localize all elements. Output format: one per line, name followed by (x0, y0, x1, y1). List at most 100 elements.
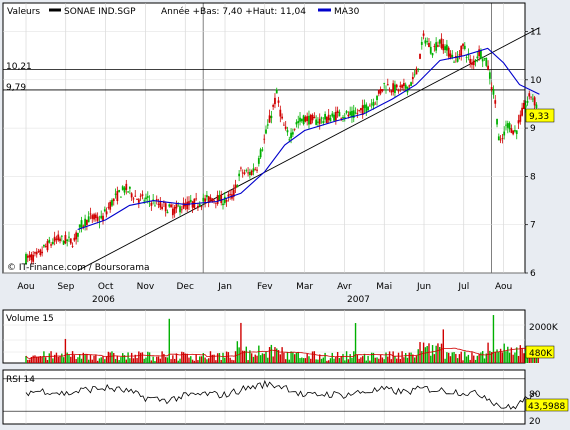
candle-body (266, 124, 269, 126)
candle-body (515, 130, 518, 135)
volume-bar (231, 359, 233, 363)
volume-bar (489, 350, 491, 363)
volume-bar (415, 355, 418, 363)
volume-bar (37, 356, 40, 363)
volume-bar (392, 351, 394, 363)
volume-bar (134, 354, 136, 363)
candle-body (438, 39, 441, 44)
volume-bar (367, 355, 369, 363)
volume-bar (317, 359, 319, 363)
volume-bar (156, 356, 158, 363)
candle-body (145, 197, 147, 200)
candle-body (44, 246, 47, 247)
candle-body (225, 200, 228, 202)
volume-bar (510, 347, 513, 363)
candle-body (351, 110, 353, 118)
level-label-upper: 10,21 (6, 62, 32, 72)
volume-bar (164, 357, 167, 363)
candle-body (46, 241, 49, 251)
candle-body (34, 252, 36, 254)
candle-body (265, 129, 267, 134)
candle-body (342, 117, 344, 119)
candle-body (143, 200, 146, 202)
candle-body (512, 130, 515, 135)
candle-body (164, 203, 167, 212)
volume-bar (505, 351, 507, 363)
x-month-label: Fev (257, 282, 273, 292)
candle-body (39, 249, 42, 255)
volume-bar (240, 322, 242, 363)
volume-bar (68, 354, 70, 363)
candle-body (200, 206, 203, 208)
volume-bar (272, 356, 274, 363)
candle-body (179, 206, 181, 213)
candle-body (403, 83, 405, 87)
volume-bar (492, 315, 495, 363)
volume-bar (77, 357, 79, 363)
price-y-tick-label: 6 (530, 269, 536, 279)
candle-body (109, 201, 112, 210)
candle-body (180, 209, 183, 211)
volume-bar (517, 355, 520, 363)
volume-bar (376, 357, 378, 363)
candle-body (55, 238, 58, 240)
candle-body (166, 211, 169, 214)
candle-body (105, 211, 108, 215)
candle-body (395, 84, 398, 88)
volume-bar (141, 352, 144, 363)
volume-bar (200, 356, 203, 363)
candle-body (431, 53, 434, 56)
volume-bar (399, 359, 402, 363)
volume-bar (322, 357, 325, 363)
candle-body (238, 173, 241, 177)
candle-body (102, 215, 104, 222)
candle-body (358, 109, 361, 111)
volume-bar (104, 359, 106, 363)
candle-body (505, 124, 507, 126)
volume-bar (293, 354, 296, 363)
candle-body (361, 105, 364, 115)
volume-bar (150, 360, 153, 363)
volume-bar (53, 354, 56, 363)
volume-bar (127, 352, 129, 363)
volume-bar (125, 359, 127, 363)
candle-body (222, 203, 224, 206)
volume-bar (306, 353, 308, 363)
candle-body (241, 172, 244, 174)
volume-bar (102, 355, 104, 363)
candle-body (220, 194, 223, 203)
candle-body (37, 250, 40, 252)
candle-body (141, 194, 144, 196)
volume-bar (61, 353, 63, 363)
volume-bar (351, 357, 353, 363)
volume-bar (34, 355, 36, 363)
candle-body (433, 46, 436, 47)
candle-body (130, 193, 133, 198)
candle-body (134, 195, 137, 197)
volume-bar (129, 358, 131, 363)
volume-bar (530, 354, 532, 363)
volume-bar (163, 353, 165, 363)
candle-body (311, 114, 314, 121)
volume-bar (263, 353, 265, 363)
volume-bar (252, 356, 255, 363)
candle-body (170, 204, 172, 208)
trendline (77, 27, 540, 271)
candle-body (474, 59, 477, 62)
candle-body (127, 191, 129, 193)
candle-body (304, 116, 307, 122)
volume-bar (118, 360, 120, 363)
x-month-label: Oct (98, 282, 114, 292)
trendline-line (77, 27, 540, 271)
volume-bar (220, 359, 222, 363)
volume-bar (442, 329, 445, 363)
volume-bar (340, 356, 342, 363)
candle-body (195, 198, 198, 200)
candle-body (478, 49, 481, 57)
x-month-label: Nov (137, 282, 155, 292)
candle-body (456, 56, 459, 62)
candle-body (25, 254, 27, 264)
volume-bar (478, 354, 480, 363)
volume-bar (499, 348, 502, 363)
